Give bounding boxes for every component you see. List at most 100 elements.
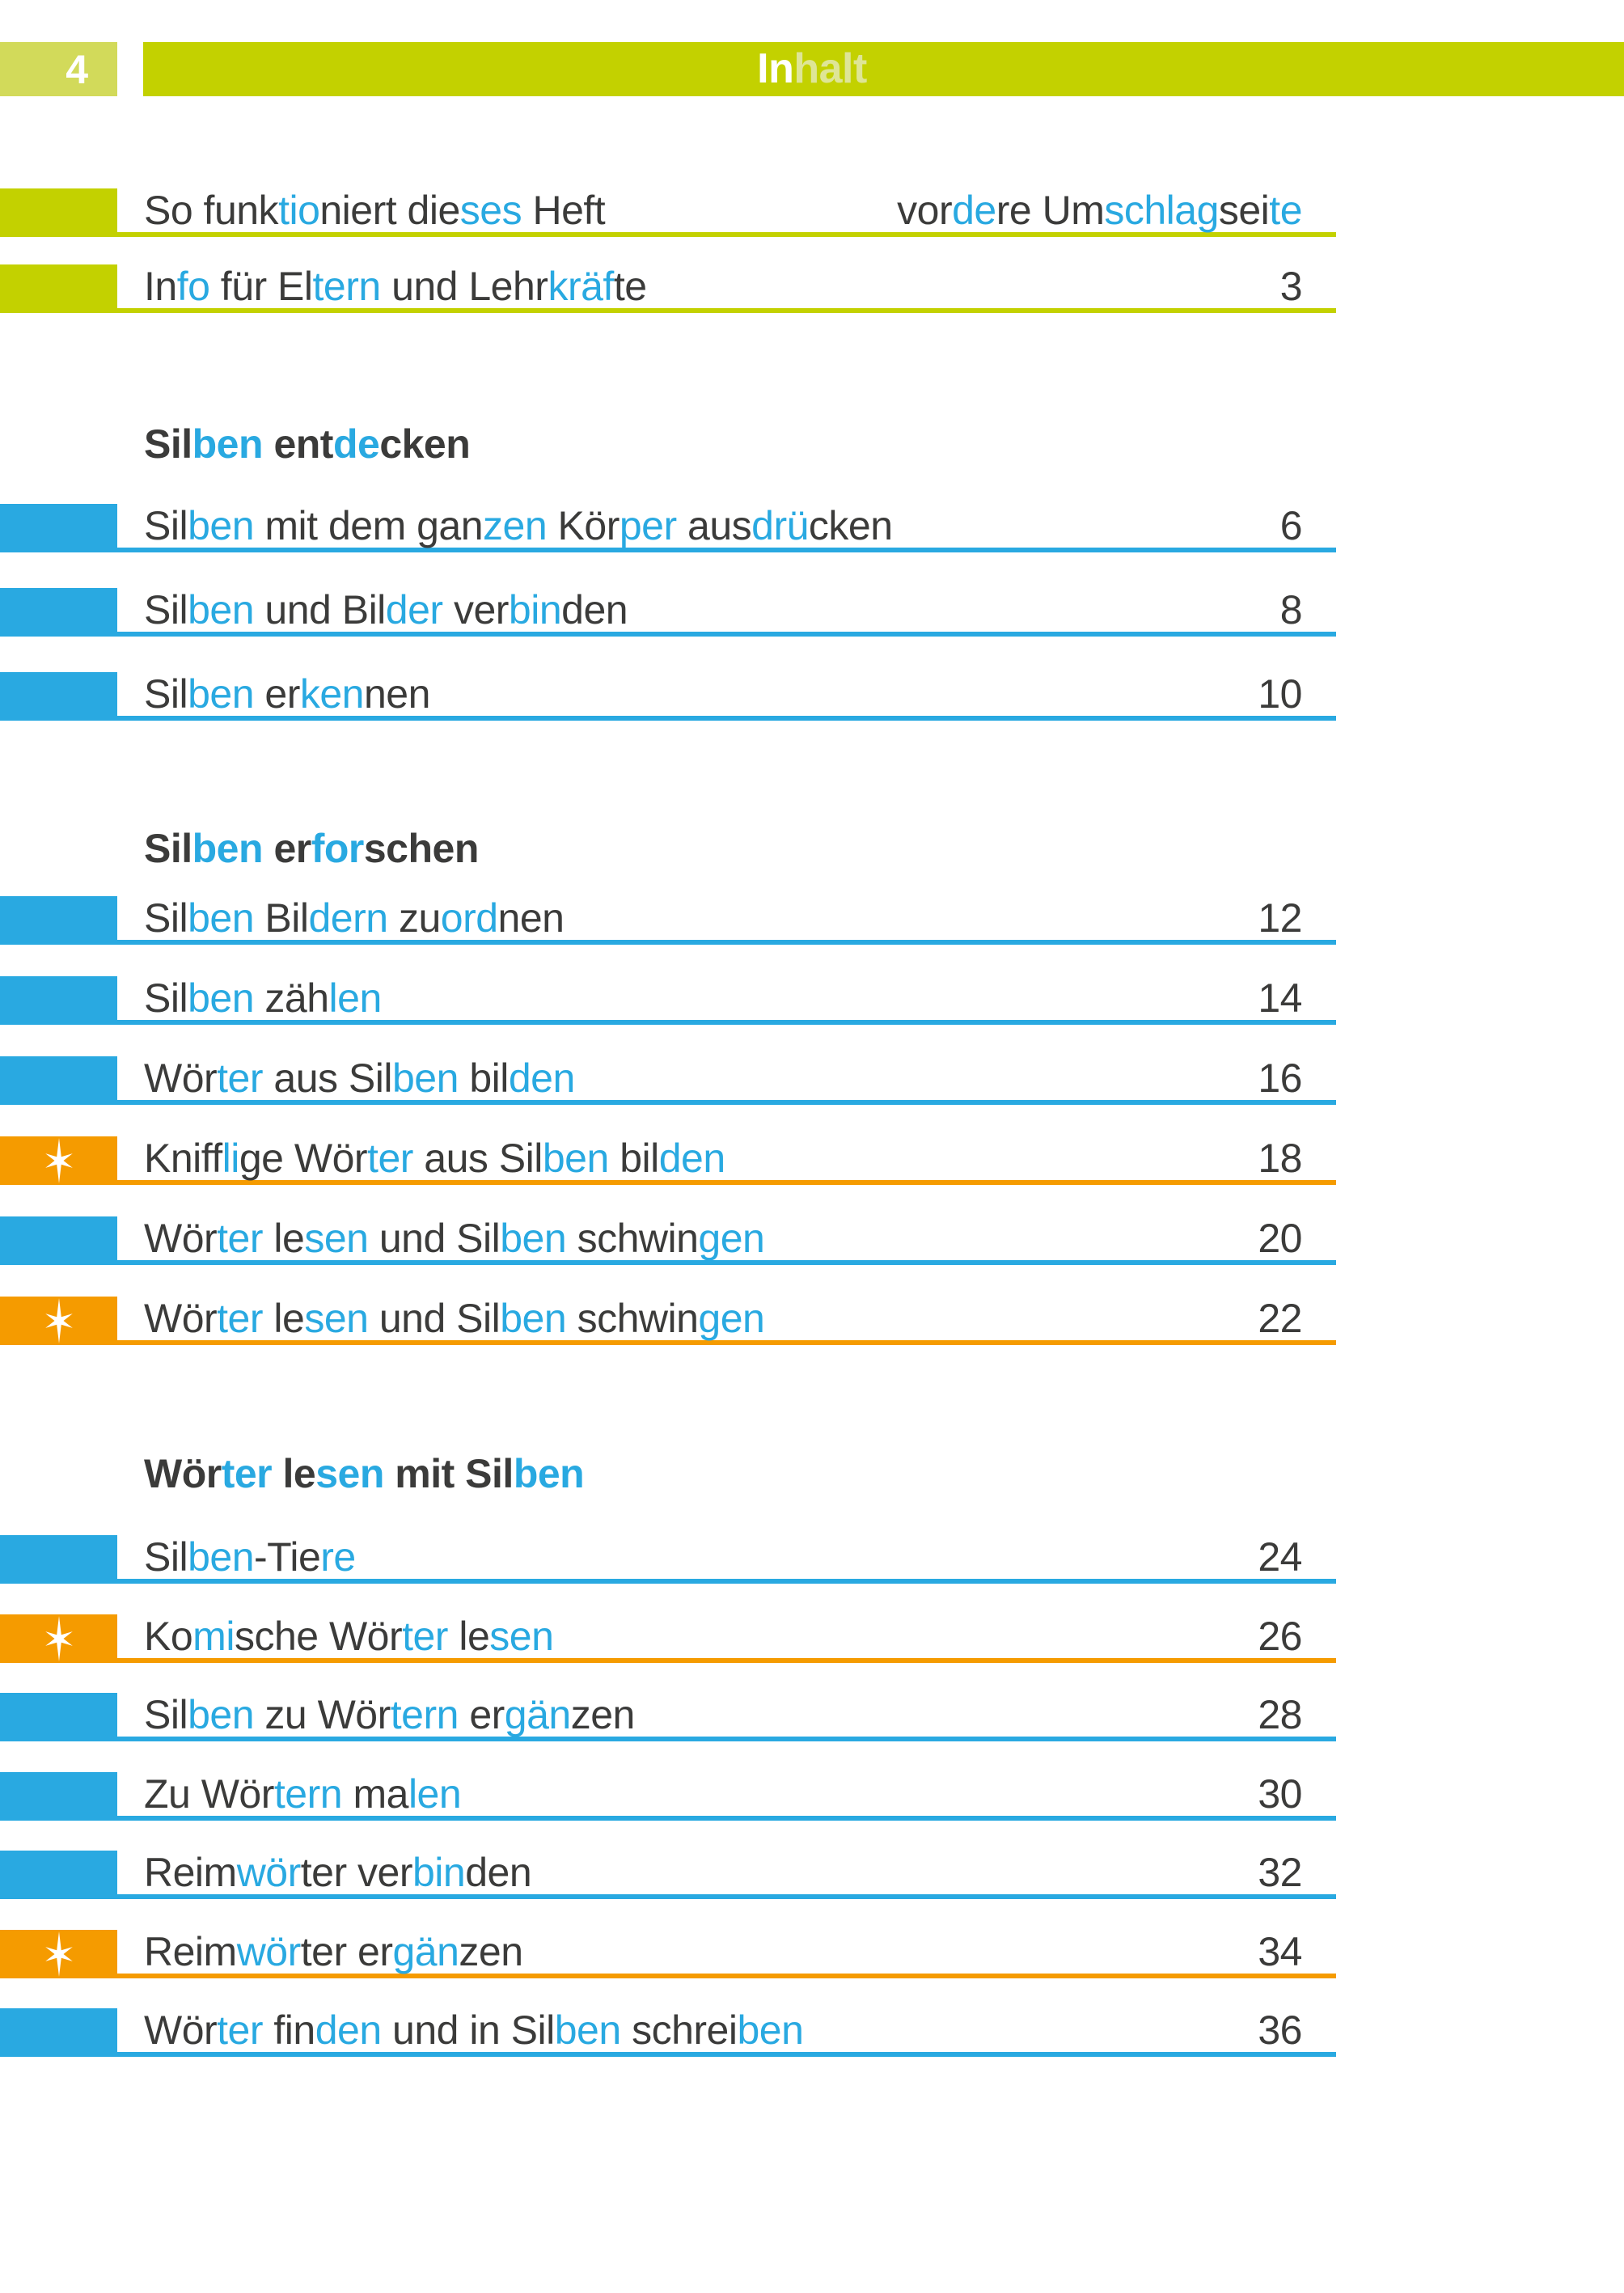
syllable-highlighted: ben [554,2007,621,2053]
syllable-highlighted: ben [188,1692,255,1737]
syllable-plain: schwin [566,1216,699,1261]
syllable-highlighted: wör [236,1850,302,1895]
syllable-plain: vor [897,188,953,233]
row-underline [117,548,1336,552]
row-tab-blue [0,2008,117,2057]
row-tab-blue [0,1693,117,1741]
syllable-plain: te [613,264,647,309]
syllable-highlighted: mi [192,1613,235,1659]
row-tab-blue [0,588,117,637]
syllable-highlighted: den [315,2007,382,2053]
syllable-highlighted: sen [304,1216,369,1261]
row-underline [117,1340,1336,1345]
toc-row: Info für Eltern und Lehrkräfte 3 [0,264,1336,313]
row-page-number: 32 [1258,1851,1302,1894]
row-tab-star [0,1614,117,1663]
syllable-plain: 32 [1258,1850,1302,1895]
syllable-plain: In [144,264,177,309]
syllable-highlighted: ter [217,1056,264,1101]
toc-row: Silben mit dem ganzen Körper ausdrücken 6 [0,504,1336,552]
syllable-highlighted: ses [459,188,522,233]
toc-section-silben-entdecken: Silben mit dem ganzen Körper ausdrücken 6… [0,504,1336,721]
page-title: Inhalt [0,42,1624,96]
syllable-highlighted: ben [500,1216,567,1261]
syllable-highlighted: ben [542,1136,609,1181]
toc-row: Wörter aus Silben bilden 16 [0,1056,1336,1105]
syllable-highlighted: ben [188,503,255,548]
toc-row: Wörter lesen und Silben schwingen 22 [0,1297,1336,1345]
syllable-plain: er [458,1692,505,1737]
syllable-plain: Sil [144,503,188,548]
syllable-plain: Sil [144,1534,188,1580]
syllable-plain: Reim [144,1928,237,1974]
row-title: Silben zu Wörtern ergänzen [144,1693,635,1737]
row-underline [117,232,1336,237]
syllable-highlighted: gän [392,1928,459,1974]
syllable-plain: und Sil [368,1296,501,1341]
syllable-plain: den [465,1850,532,1895]
syllable-plain: sei [1218,188,1270,233]
row-underline [117,1894,1336,1899]
syllable-highlighted: for [311,826,365,871]
toc-row: Komische Wörter lesen 26 [0,1614,1336,1663]
syllable-plain: 16 [1258,1056,1302,1101]
syllable-highlighted: ben [188,671,255,717]
syllable-plain: cken [808,503,893,548]
syllable-plain: aus Sil [412,1136,543,1181]
syllable-plain: und in Sil [381,2007,555,2053]
syllable-plain: zu [387,895,441,941]
toc-row: Silben zählen 14 [0,976,1336,1025]
syllable-highlighted: ben [500,1296,567,1341]
syllable-plain: zen [570,1692,636,1737]
row-title: Wörter aus Silben bilden [144,1056,575,1100]
row-underline [117,1020,1336,1025]
syllable-highlighted: ken [299,671,365,717]
syllable-plain: und Lehr [380,264,548,309]
syllable-plain: er [263,826,311,871]
row-underline [117,308,1336,313]
row-tab-blue [0,896,117,945]
toc-row: Reimwörter verbinden 32 [0,1851,1336,1899]
syllable-highlighted: sen [315,1451,384,1496]
syllable-plain: So funk [144,188,279,233]
row-page-number: 26 [1258,1614,1302,1658]
syllable-plain: 28 [1258,1692,1302,1737]
toc-row: Silben und Bilder verbinden 8 [0,588,1336,637]
syllable-plain: 6 [1279,503,1303,548]
syllable-highlighted: bin [412,1850,466,1895]
syllable-plain: ma [342,1771,408,1817]
syllable-plain: le [447,1613,490,1659]
toc-row: Silben erkennen 10 [0,672,1336,721]
syllable-plain: 10 [1258,671,1302,717]
syllable-plain: 24 [1258,1534,1302,1580]
star-icon [44,1298,73,1343]
syllable-plain: le [263,1216,305,1261]
star-icon [44,1138,73,1183]
row-tab-blue [0,1771,117,1821]
syllable-plain: 20 [1258,1216,1302,1261]
syllable-plain: nen [364,671,430,717]
row-title: Wörter finden und in Silben schreiben [144,2007,804,2053]
syllable-highlighted: ter [217,1216,264,1261]
syllable-plain: 22 [1258,1296,1302,1341]
syllable-plain: Kör [547,503,620,548]
syllable-highlighted: drü [751,503,809,548]
syllable-plain: nen [497,895,565,941]
row-underline [117,1579,1336,1584]
syllable-highlighted: re [320,1534,356,1580]
row-underline [117,940,1336,945]
toc-row: Knifflige Wörter aus Silben bilden 18 [0,1136,1336,1185]
syllable-plain: cken [379,421,471,467]
syllable-plain: für El [209,264,313,309]
syllable-highlighted: ben [391,1056,459,1101]
syllable-plain: 3 [1279,264,1303,309]
row-page-number: 34 [1258,1930,1302,1974]
toc-row: Reimwörter ergänzen 34 [0,1928,1336,1978]
syllable-plain: 36 [1258,2007,1302,2053]
page-title-part-dark: In [757,45,794,92]
syllable-plain: le [272,1451,316,1496]
syllable-plain: schen [363,826,480,871]
syllable-highlighted: schlag [1104,188,1219,233]
row-title: Knifflige Wörter aus Silben bilden [144,1136,725,1180]
row-title: Reimwörter verbinden [144,1850,532,1895]
